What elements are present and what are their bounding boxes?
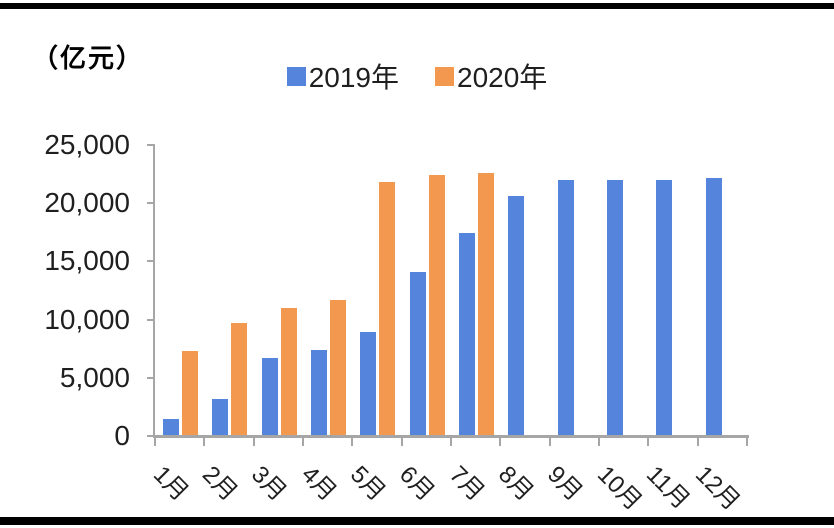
bar-2019-m11 <box>656 180 673 436</box>
bar-2020-m7 <box>478 173 494 436</box>
x-axis-tick <box>450 438 452 446</box>
x-axis-label-m11: 11月 <box>640 460 695 515</box>
x-axis-label-m4: 4月 <box>295 460 342 507</box>
x-axis-tick <box>598 438 600 446</box>
x-axis-label-m7: 7月 <box>443 460 490 507</box>
bar-2019-m3 <box>261 358 278 436</box>
y-axis-label: 10,000 <box>44 303 130 335</box>
bar-2019-m8 <box>508 196 525 436</box>
top-border-rule <box>0 3 834 9</box>
bar-2019-m12 <box>705 178 722 436</box>
bar-2020-m3 <box>280 308 297 436</box>
y-axis-tick <box>147 144 155 146</box>
chart-legend: 2019年 2020年 <box>0 56 834 96</box>
bar-2019-m1 <box>163 419 179 436</box>
y-axis-label: 5,000 <box>59 361 130 393</box>
x-axis-tick <box>647 438 650 446</box>
x-axis-tick <box>746 438 748 446</box>
x-axis-tick <box>400 438 403 446</box>
bar-2020-m6 <box>428 175 445 436</box>
x-axis-tick <box>499 438 502 446</box>
x-axis-tick <box>302 438 304 446</box>
legend-item-2020: 2020年 <box>435 56 547 96</box>
bar-2020-m2 <box>231 323 248 436</box>
bar-2019-m7 <box>459 233 475 436</box>
bottom-border-rule <box>0 517 834 525</box>
y-axis-unit-label: （亿元） <box>32 44 145 73</box>
legend-swatch-2020-icon <box>435 66 454 86</box>
y-axis-line <box>153 144 155 438</box>
bar-2019-m10 <box>607 180 623 436</box>
x-axis-label-m2: 2月 <box>196 460 243 507</box>
y-axis-tick <box>147 260 155 263</box>
y-axis-tick <box>147 202 155 205</box>
x-axis-label-m8: 8月 <box>492 460 539 507</box>
legend-swatch-2019-icon <box>286 66 306 86</box>
x-axis-label-m12: 12月 <box>690 460 746 516</box>
bar-2019-m9 <box>557 180 574 436</box>
x-axis-label-m10: 10月 <box>591 460 647 516</box>
legend-item-2019: 2019年 <box>286 56 399 96</box>
y-axis-label: 20,000 <box>44 187 130 219</box>
y-axis-tick <box>147 435 155 437</box>
x-axis-label-m3: 3月 <box>246 460 292 507</box>
x-axis-tick <box>351 438 354 446</box>
x-axis-label-m5: 5月 <box>344 460 391 507</box>
bar-2020-m4 <box>330 300 346 436</box>
x-axis-label-m1: 1月 <box>147 460 194 507</box>
legend-label-2020: 2020年 <box>457 62 548 93</box>
x-axis-tick <box>154 438 156 446</box>
x-axis-tick <box>548 438 551 446</box>
x-axis-tick <box>696 438 699 446</box>
legend-label-2019: 2019年 <box>308 62 399 93</box>
x-axis-tick <box>252 438 255 446</box>
bar-2019-m4 <box>311 350 327 436</box>
bar-2019-m6 <box>409 272 426 436</box>
bar-2019-m5 <box>360 332 377 436</box>
bar-2019-m2 <box>212 399 229 436</box>
bar-2020-m1 <box>182 351 198 436</box>
y-axis-label: 15,000 <box>44 245 130 277</box>
y-axis-label: 25,000 <box>44 129 130 160</box>
x-axis-tick <box>203 438 206 446</box>
bar-2020-m5 <box>379 182 396 436</box>
x-axis-line <box>153 435 749 438</box>
x-axis-label-m9: 9月 <box>542 460 588 507</box>
y-axis-tick <box>147 318 155 321</box>
x-axis-label-m6: 6月 <box>394 460 440 507</box>
y-axis-tick <box>147 376 155 379</box>
y-axis-label: 0 <box>114 420 130 451</box>
